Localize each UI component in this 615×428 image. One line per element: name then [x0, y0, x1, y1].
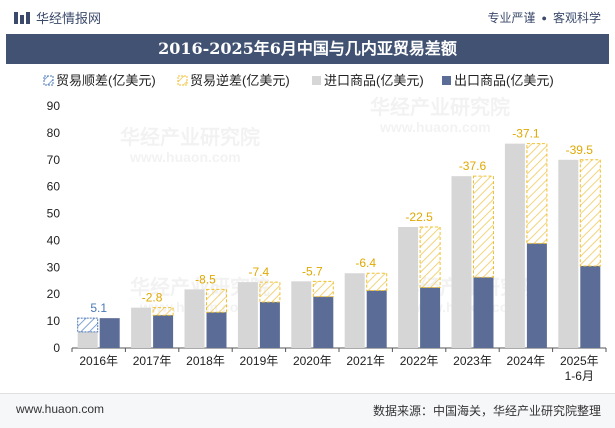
balance-label: -37.6 [459, 159, 487, 173]
import-bar [77, 331, 98, 348]
watermark-text: 华经产业研究院 [120, 125, 260, 149]
y-tick-label: 70 [47, 153, 61, 167]
legend-label: 贸易逆差(亿美元) [190, 73, 290, 88]
deficit-bar [206, 288, 227, 313]
export-bar [153, 315, 174, 348]
balance-label: -37.1 [512, 127, 540, 141]
footer-website[interactable]: www.huaon.com [16, 402, 105, 416]
x-tick-label: 2017年 [133, 354, 172, 368]
chart: 华经产业研究院www.huaon.com华经产业研究院www.huaon.com… [43, 73, 607, 383]
export-bar [206, 312, 227, 348]
export-bar [580, 265, 601, 348]
bullet-icon: ● [541, 12, 547, 23]
deficit-bar [366, 272, 388, 291]
x-tick-label: 2016年 [79, 354, 118, 368]
bars [77, 143, 601, 348]
import-bar [291, 281, 312, 348]
slogan: 专业严谨 ● 客观科学 [488, 9, 601, 26]
watermark-url: www.huaon.com [129, 149, 241, 165]
balance-label: -5.7 [302, 264, 323, 278]
export-bar [259, 302, 280, 348]
legend-swatch-import [312, 76, 321, 85]
import-bar [131, 307, 152, 348]
slogan-left: 专业严谨 [487, 11, 536, 25]
export-bar [473, 277, 494, 348]
deficit-bar [579, 159, 601, 267]
export-bar [313, 296, 334, 348]
x-tick-label: 2021年 [346, 354, 385, 368]
brand[interactable]: 华经情报网 [14, 8, 101, 27]
top-bar: 华经情报网 专业严谨 ● 客观科学 [0, 0, 615, 34]
legend: 贸易顺差(亿美元) 贸易逆差(亿美元) 进口商品(亿美元) 出口商品(亿美元) [43, 73, 554, 88]
export-bar [366, 290, 387, 348]
balance-label: -8.5 [195, 272, 216, 286]
y-tick-label: 40 [47, 233, 61, 247]
deficit-bar [259, 281, 281, 303]
x-tick-label: 2023年 [453, 354, 492, 368]
balance-label: -6.4 [355, 256, 376, 270]
deficit-bar [526, 143, 548, 244]
y-tick-label: 90 [47, 99, 61, 113]
balance-label: 5.1 [90, 301, 107, 315]
export-bar [99, 318, 120, 348]
export-bar [526, 243, 547, 348]
balance-label: -22.5 [405, 210, 433, 224]
axes: 0 10 20 30 40 50 60 70 80 90 2016年 2017年 2018年 2019年 2… [47, 99, 607, 383]
watermark-url: www.huaon.com [379, 119, 491, 135]
y-tick-label: 20 [47, 287, 61, 301]
deficit-bar [152, 307, 174, 316]
deficit-bar [312, 280, 334, 298]
import-bar [184, 289, 205, 348]
slogan-right: 客观科学 [552, 11, 601, 25]
y-tick-label: 50 [47, 207, 61, 221]
footer-source: 数据来源：中国海关，华经产业研究院整理 [372, 404, 601, 418]
legend-swatch-surplus [43, 75, 54, 86]
balance-label: -39.5 [566, 143, 594, 157]
y-tick-label: 10 [47, 314, 61, 328]
legend-label: 贸易顺差(亿美元) [56, 73, 156, 88]
deficit-bar [473, 175, 494, 278]
legend-label: 出口商品(亿美元) [454, 73, 554, 88]
import-bar [237, 282, 258, 348]
import-bar [398, 227, 419, 348]
y-tick-label: 0 [53, 341, 60, 355]
export-bar [420, 287, 441, 348]
y-tick-label: 30 [47, 260, 61, 274]
brand-name: 华经情报网 [36, 11, 102, 26]
x-tick-label: 2024年 [507, 354, 546, 368]
legend-swatch-deficit [177, 75, 188, 86]
y-tick-label: 60 [47, 180, 61, 194]
x-tick-label: 2019年 [240, 354, 279, 368]
labels: 5.1 -2.8 -8.5 -7.4 -5.7 -6.4 -22.5 -37.6 -37.1 -3… [90, 127, 593, 316]
import-bar [451, 176, 472, 348]
deficit-bar [419, 226, 441, 288]
y-tick-label: 80 [47, 126, 61, 140]
chart-title: 2016-2025年6月中国与几内亚贸易差额 [6, 34, 609, 64]
legend-swatch-export [442, 76, 451, 85]
watermark-text: 华经产业研究院 [370, 95, 510, 119]
import-bar [558, 159, 579, 348]
x-tick-label: 2022年 [400, 354, 439, 368]
import-bar [344, 273, 365, 348]
legend-label: 进口商品(亿美元) [324, 73, 424, 88]
brand-logo-icon [14, 11, 30, 24]
footer: www.huaon.com 数据来源：中国海关，华经产业研究院整理 [0, 393, 615, 428]
balance-label: -2.8 [142, 291, 163, 305]
x-tick-label: 2020年 [293, 354, 332, 368]
x-tick-label: 2025年 [560, 354, 599, 368]
import-bar [504, 143, 525, 348]
x-tick-label: 2018年 [186, 354, 225, 368]
surplus-bar [77, 317, 99, 333]
x-tick-label: 1-6月 [565, 369, 594, 383]
balance-label: -7.4 [249, 265, 270, 279]
